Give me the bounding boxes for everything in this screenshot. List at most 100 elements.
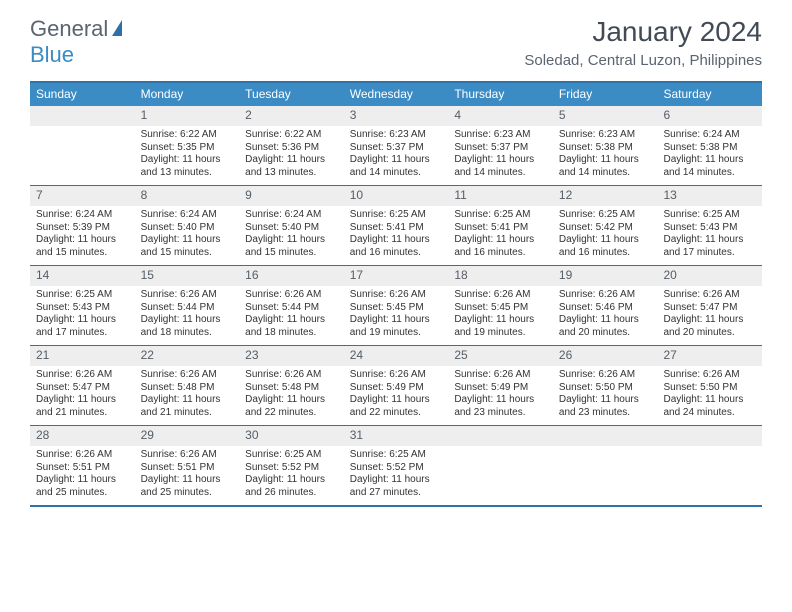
day-cell: Sunrise: 6:26 AMSunset: 5:47 PMDaylight:… <box>657 286 762 345</box>
day-body-row: Sunrise: 6:24 AMSunset: 5:39 PMDaylight:… <box>30 206 762 265</box>
sunrise-text: Sunrise: 6:26 AM <box>454 369 547 382</box>
day-cell: Sunrise: 6:26 AMSunset: 5:49 PMDaylight:… <box>344 366 449 425</box>
sunset-text: Sunset: 5:47 PM <box>663 302 756 315</box>
day-number: 16 <box>239 266 344 286</box>
sunrise-text: Sunrise: 6:26 AM <box>454 289 547 302</box>
day-number: 21 <box>30 346 135 366</box>
daylight-text: Daylight: 11 hours and 22 minutes. <box>350 394 443 419</box>
day-body-row: Sunrise: 6:26 AMSunset: 5:51 PMDaylight:… <box>30 446 762 505</box>
sunset-text: Sunset: 5:43 PM <box>36 302 129 315</box>
day-number: 3 <box>344 106 449 126</box>
sunset-text: Sunset: 5:48 PM <box>245 382 338 395</box>
day-cell: Sunrise: 6:25 AMSunset: 5:52 PMDaylight:… <box>344 446 449 505</box>
sunrise-text: Sunrise: 6:26 AM <box>663 369 756 382</box>
day-number: 25 <box>448 346 553 366</box>
daylight-text: Daylight: 11 hours and 21 minutes. <box>141 394 234 419</box>
day-cell: Sunrise: 6:26 AMSunset: 5:50 PMDaylight:… <box>657 366 762 425</box>
daylight-text: Daylight: 11 hours and 18 minutes. <box>245 314 338 339</box>
day-number: 14 <box>30 266 135 286</box>
dow-sunday: Sunday <box>30 83 135 106</box>
sunrise-text: Sunrise: 6:23 AM <box>454 129 547 142</box>
daylight-text: Daylight: 11 hours and 18 minutes. <box>141 314 234 339</box>
sunset-text: Sunset: 5:51 PM <box>36 462 129 475</box>
day-number: 24 <box>344 346 449 366</box>
day-cell: Sunrise: 6:23 AMSunset: 5:37 PMDaylight:… <box>448 126 553 185</box>
day-number: 8 <box>135 186 240 206</box>
daylight-text: Daylight: 11 hours and 21 minutes. <box>36 394 129 419</box>
day-cell: Sunrise: 6:26 AMSunset: 5:44 PMDaylight:… <box>135 286 240 345</box>
sunset-text: Sunset: 5:47 PM <box>36 382 129 395</box>
day-number: 11 <box>448 186 553 206</box>
sunrise-text: Sunrise: 6:25 AM <box>663 209 756 222</box>
day-cell: Sunrise: 6:26 AMSunset: 5:46 PMDaylight:… <box>553 286 658 345</box>
sunrise-text: Sunrise: 6:26 AM <box>245 289 338 302</box>
dow-monday: Monday <box>135 83 240 106</box>
day-number <box>448 426 553 446</box>
sunset-text: Sunset: 5:52 PM <box>245 462 338 475</box>
day-number: 6 <box>657 106 762 126</box>
sunrise-text: Sunrise: 6:23 AM <box>350 129 443 142</box>
day-number: 7 <box>30 186 135 206</box>
sunset-text: Sunset: 5:44 PM <box>245 302 338 315</box>
day-number: 23 <box>239 346 344 366</box>
sunrise-text: Sunrise: 6:26 AM <box>350 369 443 382</box>
sunrise-text: Sunrise: 6:26 AM <box>141 369 234 382</box>
sunrise-text: Sunrise: 6:25 AM <box>454 209 547 222</box>
day-number: 4 <box>448 106 553 126</box>
dow-thursday: Thursday <box>448 83 553 106</box>
sunrise-text: Sunrise: 6:25 AM <box>350 209 443 222</box>
day-cell: Sunrise: 6:25 AMSunset: 5:41 PMDaylight:… <box>344 206 449 265</box>
day-body-row: Sunrise: 6:22 AMSunset: 5:35 PMDaylight:… <box>30 126 762 185</box>
day-number: 1 <box>135 106 240 126</box>
day-number <box>657 426 762 446</box>
daylight-text: Daylight: 11 hours and 20 minutes. <box>663 314 756 339</box>
month-title: January 2024 <box>524 16 762 48</box>
day-number: 31 <box>344 426 449 446</box>
sunrise-text: Sunrise: 6:26 AM <box>663 289 756 302</box>
sunset-text: Sunset: 5:45 PM <box>350 302 443 315</box>
day-cell: Sunrise: 6:24 AMSunset: 5:38 PMDaylight:… <box>657 126 762 185</box>
daylight-text: Daylight: 11 hours and 15 minutes. <box>245 234 338 259</box>
day-of-week-row: Sunday Monday Tuesday Wednesday Thursday… <box>30 83 762 106</box>
daylight-text: Daylight: 11 hours and 15 minutes. <box>141 234 234 259</box>
day-cell <box>30 126 135 185</box>
day-number: 20 <box>657 266 762 286</box>
day-number: 2 <box>239 106 344 126</box>
sunset-text: Sunset: 5:37 PM <box>454 142 547 155</box>
sunset-text: Sunset: 5:36 PM <box>245 142 338 155</box>
day-number-row: 78910111213 <box>30 185 762 206</box>
day-number: 10 <box>344 186 449 206</box>
day-cell: Sunrise: 6:25 AMSunset: 5:52 PMDaylight:… <box>239 446 344 505</box>
day-cell: Sunrise: 6:26 AMSunset: 5:50 PMDaylight:… <box>553 366 658 425</box>
calendar: Sunday Monday Tuesday Wednesday Thursday… <box>30 81 762 507</box>
day-cell: Sunrise: 6:26 AMSunset: 5:45 PMDaylight:… <box>448 286 553 345</box>
sunrise-text: Sunrise: 6:26 AM <box>245 369 338 382</box>
sunset-text: Sunset: 5:39 PM <box>36 222 129 235</box>
daylight-text: Daylight: 11 hours and 17 minutes. <box>663 234 756 259</box>
dow-saturday: Saturday <box>657 83 762 106</box>
day-cell: Sunrise: 6:23 AMSunset: 5:37 PMDaylight:… <box>344 126 449 185</box>
sunset-text: Sunset: 5:52 PM <box>350 462 443 475</box>
sunset-text: Sunset: 5:45 PM <box>454 302 547 315</box>
sunrise-text: Sunrise: 6:26 AM <box>141 449 234 462</box>
daylight-text: Daylight: 11 hours and 16 minutes. <box>559 234 652 259</box>
day-body-row: Sunrise: 6:26 AMSunset: 5:47 PMDaylight:… <box>30 366 762 425</box>
day-cell <box>448 446 553 505</box>
day-cell: Sunrise: 6:26 AMSunset: 5:45 PMDaylight:… <box>344 286 449 345</box>
daylight-text: Daylight: 11 hours and 15 minutes. <box>36 234 129 259</box>
daylight-text: Daylight: 11 hours and 13 minutes. <box>245 154 338 179</box>
day-number: 15 <box>135 266 240 286</box>
day-number <box>30 106 135 126</box>
day-cell: Sunrise: 6:22 AMSunset: 5:36 PMDaylight:… <box>239 126 344 185</box>
location-label: Soledad, Central Luzon, Philippines <box>524 52 762 69</box>
day-number-row: 28293031 <box>30 425 762 446</box>
day-number: 22 <box>135 346 240 366</box>
sunrise-text: Sunrise: 6:23 AM <box>559 129 652 142</box>
day-number: 9 <box>239 186 344 206</box>
daylight-text: Daylight: 11 hours and 23 minutes. <box>559 394 652 419</box>
day-cell: Sunrise: 6:26 AMSunset: 5:47 PMDaylight:… <box>30 366 135 425</box>
sunset-text: Sunset: 5:43 PM <box>663 222 756 235</box>
day-number: 28 <box>30 426 135 446</box>
sunset-text: Sunset: 5:48 PM <box>141 382 234 395</box>
sunrise-text: Sunrise: 6:26 AM <box>36 369 129 382</box>
